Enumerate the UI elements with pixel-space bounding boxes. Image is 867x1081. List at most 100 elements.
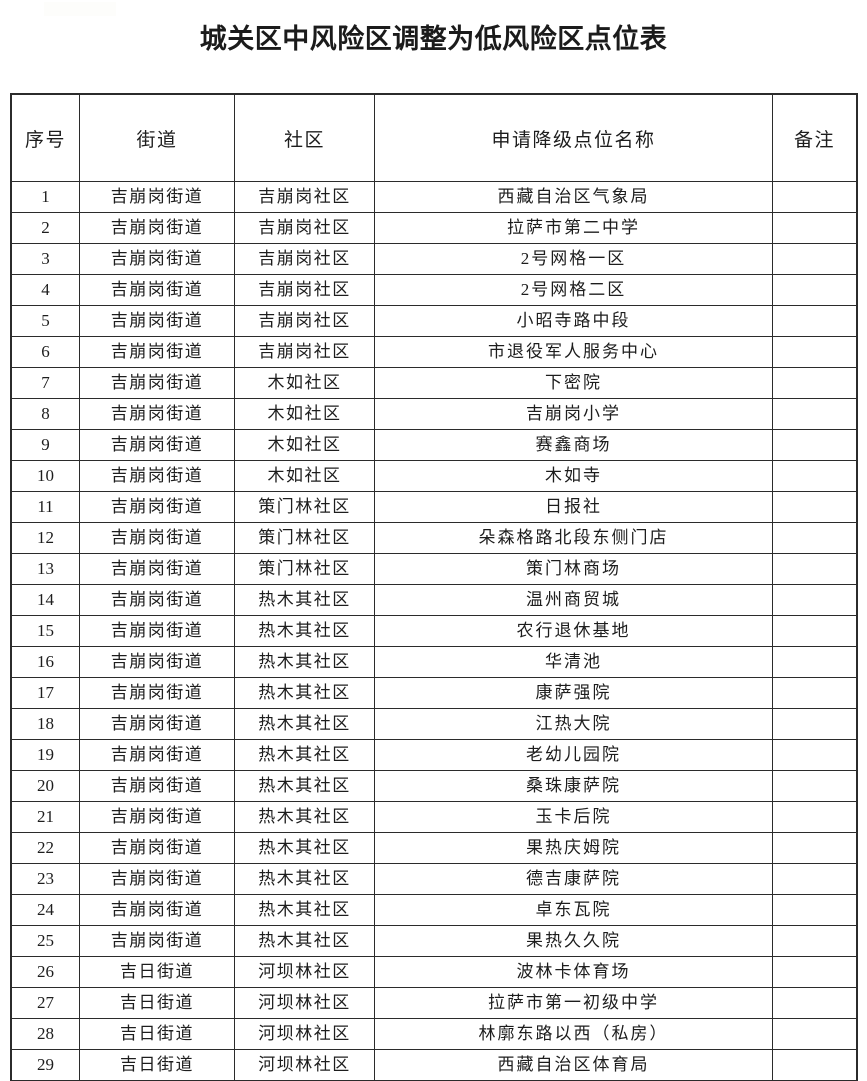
cell-name: 西藏自治区体育局 (374, 1049, 773, 1081)
cell-community: 河坝林社区 (234, 956, 375, 988)
cell-street: 吉崩岗街道 (79, 646, 235, 678)
table-row: 12 吉崩岗街道 策门林社区 朵森格路北段东侧门店 (11, 522, 857, 554)
table-row: 27 吉日街道 河坝林社区 拉萨市第一初级中学 (11, 987, 857, 1019)
cell-name: 2号网格二区 (374, 274, 773, 306)
cell-community: 河坝林社区 (234, 987, 375, 1019)
cell-community: 策门林社区 (234, 553, 375, 585)
cell-community: 热木其社区 (234, 584, 375, 616)
cell-remark (772, 646, 857, 678)
cell-name: 果热庆姆院 (374, 832, 773, 864)
table-row: 13 吉崩岗街道 策门林社区 策门林商场 (11, 553, 857, 585)
cell-no: 13 (11, 553, 80, 585)
cell-remark (772, 925, 857, 957)
scan-artifact (44, 2, 116, 16)
cell-name: 江热大院 (374, 708, 773, 740)
cell-community: 热木其社区 (234, 677, 375, 709)
cell-remark (772, 522, 857, 554)
table-body: 1 吉崩岗街道 吉崩岗社区 西藏自治区气象局 2 吉崩岗街道 吉崩岗社区 拉萨市第二中学 3 吉崩… (11, 181, 857, 1081)
cell-no: 1 (11, 181, 80, 213)
cell-community: 木如社区 (234, 367, 375, 399)
cell-no: 5 (11, 305, 80, 337)
cell-community: 热木其社区 (234, 925, 375, 957)
table-row: 6 吉崩岗街道 吉崩岗社区 市退役军人服务中心 (11, 336, 857, 368)
cell-name: 康萨强院 (374, 677, 773, 709)
table-row: 20 吉崩岗街道 热木其社区 桑珠康萨院 (11, 770, 857, 802)
cell-street: 吉崩岗街道 (79, 863, 235, 895)
cell-street: 吉崩岗街道 (79, 894, 235, 926)
cell-name: 西藏自治区气象局 (374, 181, 773, 213)
table-row: 5 吉崩岗街道 吉崩岗社区 小昭寺路中段 (11, 305, 857, 337)
cell-street: 吉崩岗街道 (79, 243, 235, 275)
cell-name: 林廓东路以西（私房） (374, 1018, 773, 1050)
cell-remark (772, 367, 857, 399)
cell-street: 吉崩岗街道 (79, 522, 235, 554)
cell-name: 拉萨市第一初级中学 (374, 987, 773, 1019)
cell-name: 果热久久院 (374, 925, 773, 957)
cell-name: 玉卡后院 (374, 801, 773, 833)
cell-street: 吉日街道 (79, 1018, 235, 1050)
cell-remark (772, 398, 857, 430)
table-row: 29 吉日街道 河坝林社区 西藏自治区体育局 (11, 1049, 857, 1081)
cell-street: 吉崩岗街道 (79, 925, 235, 957)
cell-name: 卓东瓦院 (374, 894, 773, 926)
cell-street: 吉崩岗街道 (79, 615, 235, 647)
cell-remark (772, 305, 857, 337)
cell-community: 木如社区 (234, 460, 375, 492)
cell-name: 老幼儿园院 (374, 739, 773, 771)
table-row: 15 吉崩岗街道 热木其社区 农行退休基地 (11, 615, 857, 647)
cell-no: 21 (11, 801, 80, 833)
cell-name: 德吉康萨院 (374, 863, 773, 895)
cell-remark (772, 243, 857, 275)
cell-community: 热木其社区 (234, 801, 375, 833)
cell-remark (772, 212, 857, 244)
column-header-community: 社区 (234, 94, 375, 182)
cell-no: 9 (11, 429, 80, 461)
cell-street: 吉崩岗街道 (79, 770, 235, 802)
column-header-name: 申请降级点位名称 (374, 94, 773, 182)
cell-no: 10 (11, 460, 80, 492)
cell-street: 吉崩岗街道 (79, 677, 235, 709)
cell-remark (772, 987, 857, 1019)
cell-no: 28 (11, 1018, 80, 1050)
cell-street: 吉日街道 (79, 987, 235, 1019)
table-row: 3 吉崩岗街道 吉崩岗社区 2号网格一区 (11, 243, 857, 275)
cell-street: 吉崩岗街道 (79, 305, 235, 337)
cell-no: 22 (11, 832, 80, 864)
cell-street: 吉崩岗街道 (79, 398, 235, 430)
cell-street: 吉崩岗街道 (79, 832, 235, 864)
cell-no: 7 (11, 367, 80, 399)
table-header-row: 序号 街道 社区 申请降级点位名称 备注 (11, 94, 857, 182)
cell-no: 25 (11, 925, 80, 957)
cell-community: 热木其社区 (234, 832, 375, 864)
cell-community: 热木其社区 (234, 646, 375, 678)
table-row: 11 吉崩岗街道 策门林社区 日报社 (11, 491, 857, 523)
table-row: 23 吉崩岗街道 热木其社区 德吉康萨院 (11, 863, 857, 895)
cell-remark (772, 181, 857, 213)
cell-no: 17 (11, 677, 80, 709)
cell-name: 日报社 (374, 491, 773, 523)
cell-name: 策门林商场 (374, 553, 773, 585)
table-row: 22 吉崩岗街道 热木其社区 果热庆姆院 (11, 832, 857, 864)
cell-name: 波林卡体育场 (374, 956, 773, 988)
cell-remark (772, 491, 857, 523)
cell-street: 吉日街道 (79, 1049, 235, 1081)
cell-name: 木如寺 (374, 460, 773, 492)
cell-name: 吉崩岗小学 (374, 398, 773, 430)
cell-name: 下密院 (374, 367, 773, 399)
cell-remark (772, 274, 857, 306)
table-row: 8 吉崩岗街道 木如社区 吉崩岗小学 (11, 398, 857, 430)
cell-street: 吉崩岗街道 (79, 491, 235, 523)
table-row: 16 吉崩岗街道 热木其社区 华清池 (11, 646, 857, 678)
cell-remark (772, 863, 857, 895)
point-table-container: 序号 街道 社区 申请降级点位名称 备注 1 吉崩岗街道 吉崩岗社区 西藏自治区气象局… (10, 93, 858, 1081)
point-table: 序号 街道 社区 申请降级点位名称 备注 1 吉崩岗街道 吉崩岗社区 西藏自治区气象局… (10, 93, 858, 1081)
cell-street: 吉崩岗街道 (79, 367, 235, 399)
cell-no: 6 (11, 336, 80, 368)
cell-no: 26 (11, 956, 80, 988)
cell-remark (772, 801, 857, 833)
cell-remark (772, 553, 857, 585)
cell-community: 吉崩岗社区 (234, 274, 375, 306)
cell-name: 小昭寺路中段 (374, 305, 773, 337)
cell-remark (772, 894, 857, 926)
